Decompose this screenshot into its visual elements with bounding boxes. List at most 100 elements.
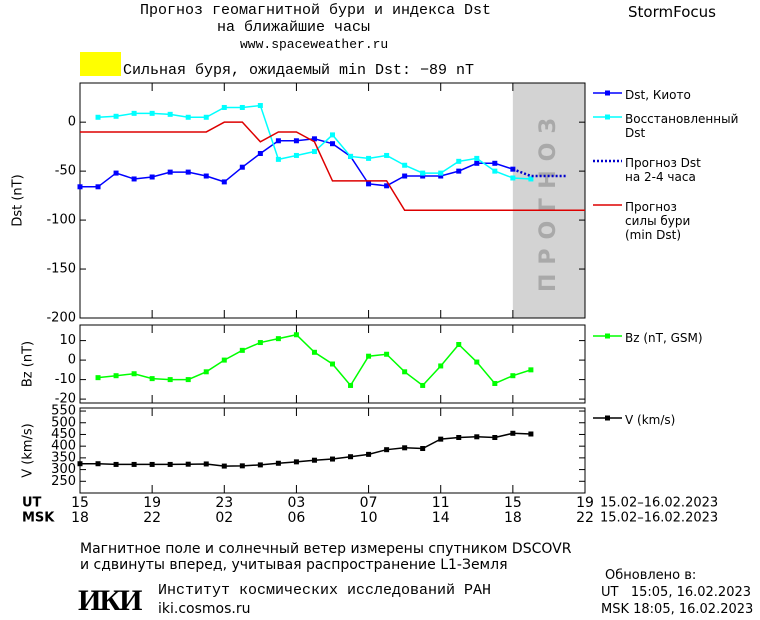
marker (239, 347, 245, 353)
x-tick-label: 19 (143, 495, 161, 511)
marker (113, 170, 119, 176)
marker (420, 446, 426, 452)
marker (330, 361, 335, 367)
x2-tick-label: 18 (71, 510, 89, 526)
series-line (97, 333, 532, 387)
marker (366, 353, 372, 359)
legend-marker (605, 114, 610, 120)
x2-tick-label: 14 (432, 510, 450, 526)
updated: Обновлено в: (605, 568, 697, 583)
marker (510, 430, 516, 436)
marker (311, 149, 317, 155)
marker (77, 184, 83, 190)
y-tick-label: -50 (55, 164, 76, 179)
plot-frame (79, 407, 586, 494)
title: Прогноз геомагнитной бури и индекса Dst (140, 2, 492, 19)
marker (167, 111, 173, 117)
y-tick-label: -20 (55, 392, 76, 407)
marker (492, 168, 498, 174)
marker (492, 435, 498, 441)
legend-entry: V (km/s) (625, 413, 676, 427)
y-tick-label: 450 (51, 427, 76, 442)
series-line (80, 138, 514, 188)
forecast-region (512, 83, 585, 318)
y-tick-label: -200 (46, 311, 76, 326)
x2-label: MSK (22, 511, 55, 526)
marker (149, 376, 155, 382)
x2-tick-label: 10 (360, 510, 378, 526)
alert: Сильная буря, ожидаемый min Dst: −89 nT (123, 62, 475, 79)
marker (131, 371, 137, 377)
marker (113, 373, 119, 379)
marker (77, 461, 83, 467)
x-tick-label: 23 (215, 495, 233, 511)
marker (510, 175, 516, 181)
marker (275, 156, 281, 162)
marker (203, 114, 209, 120)
marker (293, 152, 299, 158)
marker (366, 451, 372, 457)
legend-marker (605, 415, 610, 421)
marker (402, 369, 408, 375)
marker (456, 168, 462, 174)
marker (348, 153, 354, 159)
marker (293, 332, 299, 338)
marker (311, 349, 317, 355)
marker (275, 336, 281, 342)
marker (420, 382, 426, 388)
y-label: V (km/s) (21, 423, 36, 478)
marker (149, 110, 155, 116)
y-tick-label: 350 (51, 450, 76, 465)
marker (275, 460, 281, 466)
marker (257, 103, 263, 109)
marker (239, 463, 245, 469)
x-tick-label: 11 (432, 495, 450, 511)
legend-entry: Bz (nT, GSM) (625, 331, 703, 345)
marker (384, 351, 390, 357)
y-label: Dst (nT) (11, 174, 26, 226)
marker (131, 176, 137, 182)
marker (221, 104, 227, 110)
alert-color (80, 52, 121, 76)
marker (311, 457, 317, 463)
marker (293, 138, 299, 144)
marker (95, 461, 101, 467)
updated-msk: MSK 18:05, 16.02.2023 (601, 602, 754, 617)
y-label: Bz (nT) (21, 341, 36, 387)
marker (438, 363, 444, 369)
x-tick-label: 07 (360, 495, 378, 511)
logo: ИКИ (78, 584, 142, 617)
marker (239, 104, 245, 110)
plot-frame (79, 82, 586, 319)
series-line (80, 121, 585, 212)
marker (203, 369, 209, 375)
x-tick-label: 15 (71, 495, 89, 511)
marker (95, 375, 101, 381)
marker (239, 164, 245, 170)
y-tick-label: 0 (68, 353, 76, 368)
legend-entry: Прогноз Dst на 2-4 часа (625, 156, 701, 184)
y-tick-label: 250 (51, 474, 76, 489)
legend-entry: Восстановленный Dst (625, 112, 739, 140)
marker (384, 183, 390, 189)
footer-note: и сдвинуты вперед, учитывая распростране… (80, 557, 508, 573)
brand: StormFocus (628, 3, 716, 21)
marker (95, 114, 101, 120)
marker (528, 367, 534, 373)
y-tick-label: 0 (68, 115, 76, 130)
marker (330, 456, 335, 462)
marker (474, 160, 480, 166)
marker (185, 461, 191, 467)
marker (167, 461, 173, 467)
y-tick-label: 550 (51, 404, 76, 419)
marker (311, 136, 317, 142)
marker (528, 176, 534, 182)
marker (257, 340, 263, 346)
marker (384, 447, 390, 453)
marker (474, 434, 480, 440)
marker (167, 169, 173, 175)
marker (348, 382, 354, 388)
legend-marker (605, 90, 610, 96)
marker (474, 359, 480, 365)
